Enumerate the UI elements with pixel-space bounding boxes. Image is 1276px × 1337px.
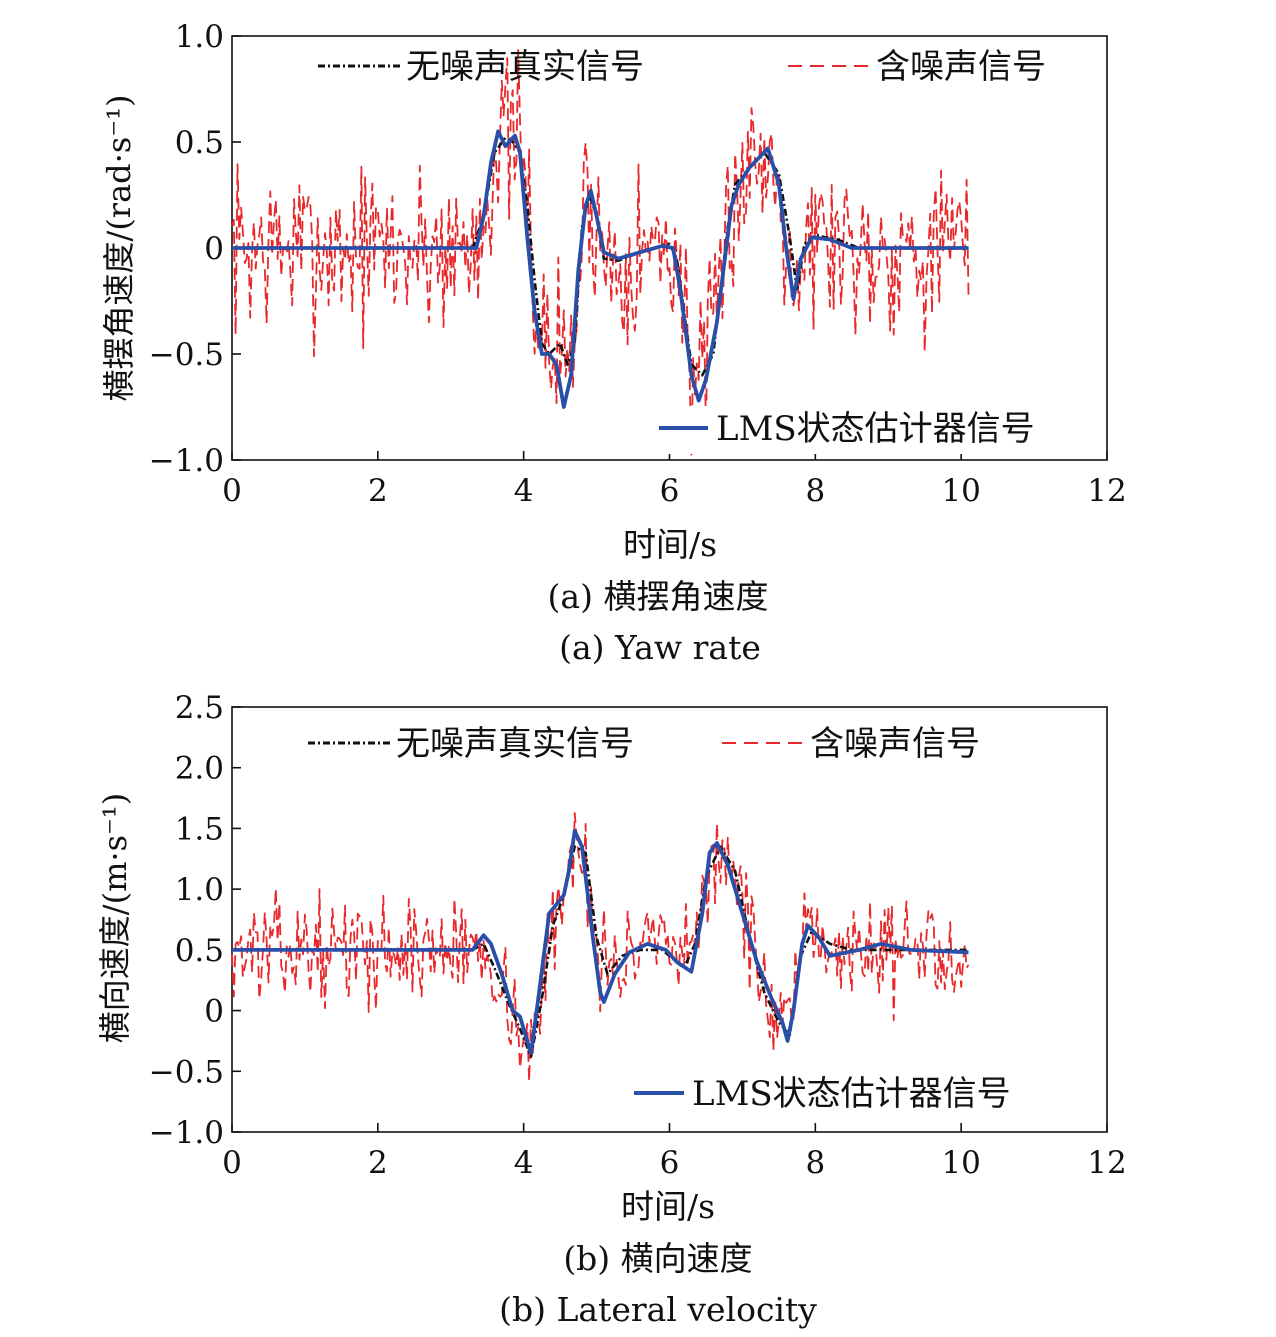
x-tick-label: 0 xyxy=(222,1145,242,1181)
legend-label-true: 无噪声真实信号 xyxy=(406,47,644,87)
lateral-velocity-chart: −1.0 −0.5 0 0.5 1.0 1.5 2.0 2.5 0 2 4 6 8 10 12 无噪声真实… xyxy=(96,690,1127,1329)
x-tick-label: 8 xyxy=(805,473,825,509)
x-axis-label: 时间/s xyxy=(621,1187,715,1226)
x-tick-label: 12 xyxy=(1087,473,1126,509)
x-axis-label: 时间/s xyxy=(623,525,717,564)
legend-label-noisy: 含噪声信号 xyxy=(810,724,980,764)
x-tick-label: 2 xyxy=(368,473,388,509)
true-signal-line xyxy=(232,136,969,377)
legend-label-lms: LMS状态估计器信号 xyxy=(716,409,1035,449)
legend-label-true: 无噪声真实信号 xyxy=(396,724,634,764)
y-tick-label: 0 xyxy=(204,994,224,1030)
y-tick-label: 0 xyxy=(204,231,224,267)
y-tick-label: 0.5 xyxy=(175,125,224,161)
x-tick-label: 2 xyxy=(368,1145,388,1181)
y-tick-label: 0.5 xyxy=(175,933,224,969)
noisy-signal-line xyxy=(231,812,970,1083)
legend-label-noisy: 含噪声信号 xyxy=(876,47,1046,87)
legend-box-lms xyxy=(628,1070,1078,1120)
x-tick-label: 10 xyxy=(941,473,980,509)
x-tick-label: 12 xyxy=(1087,1145,1126,1181)
yaw-rate-chart: −1.0−0.500.51.0 0 2 4 6 8 10 12 无噪声真实信号 含噪声信号 … xyxy=(100,19,1127,667)
caption-en: (a) Yaw rate xyxy=(559,628,761,667)
caption-cn: (b) 横向速度 xyxy=(563,1239,752,1278)
lms-estimate-line xyxy=(232,129,969,409)
x-tick-label: 6 xyxy=(660,1145,680,1181)
noisy-signal-line xyxy=(231,49,970,456)
caption-en: (b) Lateral velocity xyxy=(499,1290,817,1329)
x-tick-label: 4 xyxy=(514,473,534,509)
x-tick-label: 8 xyxy=(805,1145,825,1181)
y-tick-label: −1.0 xyxy=(149,1115,224,1151)
y-axis-ticks: −1.0 −0.5 0 0.5 1.0 1.5 2.0 2.5 xyxy=(149,690,241,1151)
series-group xyxy=(231,812,970,1083)
y-tick-label: 1.5 xyxy=(175,811,224,847)
y-tick-label: 2.0 xyxy=(175,751,224,787)
y-tick-label: −1.0 xyxy=(149,443,224,479)
y-axis-label: 横摆角速度/(rad·s⁻¹) xyxy=(100,95,138,402)
x-axis-ticks: 0 2 4 6 8 10 12 xyxy=(222,1123,1127,1181)
y-tick-label: −0.5 xyxy=(149,337,224,373)
y-tick-label: −0.5 xyxy=(149,1054,224,1090)
lms-estimate-line xyxy=(232,829,969,1055)
plot-frame xyxy=(231,706,1108,1133)
x-tick-label: 0 xyxy=(222,473,242,509)
x-tick-label: 6 xyxy=(660,473,680,509)
y-tick-label: 1.0 xyxy=(175,872,224,908)
x-tick-label: 4 xyxy=(514,1145,534,1181)
x-axis-ticks: 0 2 4 6 8 10 12 xyxy=(222,451,1127,509)
y-axis-ticks: −1.0 −0.5 0 0.5 1.0 xyxy=(149,19,241,479)
y-tick-label: 1.0 xyxy=(175,19,224,55)
y-tick-label: 2.5 xyxy=(175,690,224,726)
y-axis-label: 横向速度/(m·s⁻¹) xyxy=(96,793,134,1043)
caption-cn: (a) 横摆角速度 xyxy=(548,577,769,616)
x-tick-label: 10 xyxy=(941,1145,980,1181)
legend-label-lms: LMS状态估计器信号 xyxy=(692,1074,1011,1114)
legend-box-lms xyxy=(652,406,1092,454)
series-group xyxy=(231,49,970,456)
